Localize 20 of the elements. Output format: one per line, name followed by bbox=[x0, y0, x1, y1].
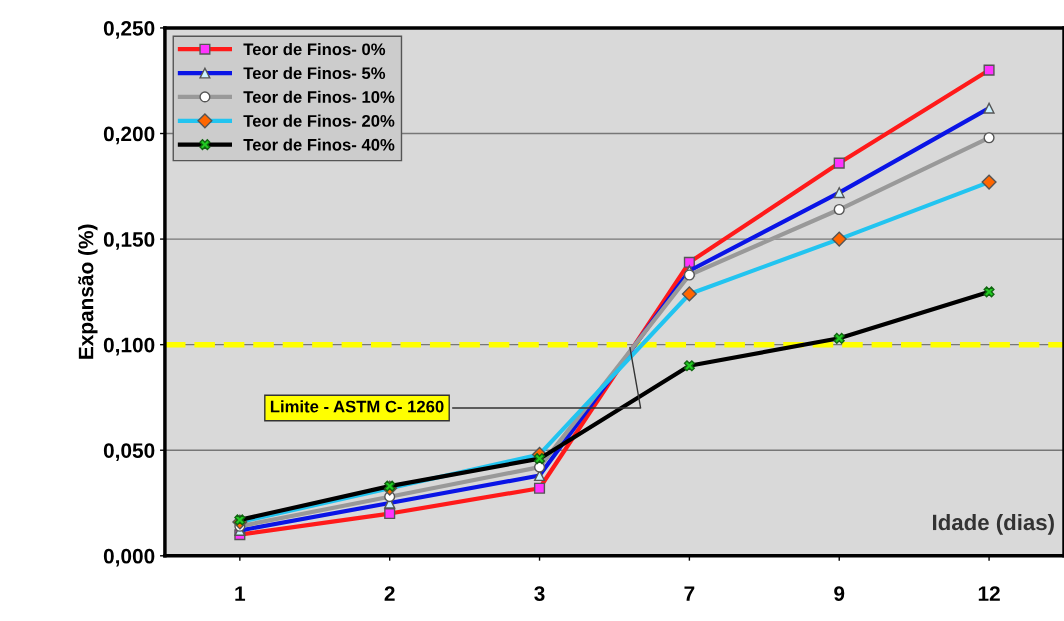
y-tick-label: 0,100 bbox=[103, 337, 155, 356]
x-tick-label: 9 bbox=[834, 586, 845, 601]
ref-line-label: Limite - ASTM C- 1260 bbox=[270, 400, 444, 413]
legend-label: Teor de Finos- 0% bbox=[243, 42, 386, 56]
x-tick-label: 1 bbox=[235, 586, 246, 601]
y-tick-label: 0,250 bbox=[103, 20, 155, 39]
y-tick-label: 0,000 bbox=[103, 548, 155, 567]
x-tick-label: 3 bbox=[534, 586, 545, 601]
legend-label: Teor de Finos- 20% bbox=[243, 114, 395, 127]
x-tick-label: 12 bbox=[978, 586, 1000, 601]
legend-label: Teor de Finos- 10% bbox=[243, 90, 395, 103]
x-tick-label: 2 bbox=[384, 586, 395, 601]
y-tick-label: 0,200 bbox=[103, 126, 155, 145]
x-axis-title: Idade (dias) bbox=[933, 513, 1054, 535]
y-tick-label: 0,150 bbox=[103, 232, 155, 250]
y-tick-label: 0,050 bbox=[103, 443, 155, 461]
legend-label: Teor de Finos- 40% bbox=[243, 138, 395, 151]
y-axis-title: Expansão (%) bbox=[78, 224, 98, 359]
legend-label: Teor de Finos- 5% bbox=[243, 66, 386, 80]
x-tick-label: 7 bbox=[684, 586, 695, 601]
